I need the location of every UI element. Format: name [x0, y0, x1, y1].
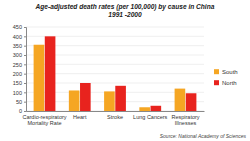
tick-label: 400: [13, 34, 22, 40]
x-axis: Cardio-respiratoryMortality Rate Heart Str…: [22, 111, 204, 126]
y-axis: 050100150200250300350400450: [13, 24, 27, 114]
tick-label: 450: [13, 24, 22, 30]
legend-swatch: [214, 80, 219, 85]
y-tick: 400: [13, 34, 26, 40]
bar: [34, 45, 45, 111]
tick-mark: [24, 64, 26, 65]
y-tick: 250: [13, 62, 26, 68]
tick-label: 150: [13, 80, 22, 86]
legend: South North: [214, 69, 238, 86]
y-tick: 150: [13, 80, 26, 86]
bar: [69, 90, 80, 111]
bar: [139, 107, 150, 111]
legend-label: North: [222, 80, 237, 86]
y-tick: 200: [13, 71, 26, 77]
legend-item: South: [214, 69, 238, 75]
grid: [26, 27, 204, 111]
y-tick: 50: [16, 99, 26, 105]
x-tick: RespiratoryIllnesses: [171, 111, 199, 126]
tick-label: 200: [13, 71, 22, 77]
tick-mark: [24, 92, 26, 93]
tick-label: 50: [16, 99, 22, 105]
tick-label: 350: [13, 43, 22, 49]
background: [0, 0, 250, 141]
y-tick: 350: [13, 43, 26, 49]
x-tick: Stroke: [107, 111, 123, 120]
bar: [175, 89, 186, 111]
x-tick: Cardio-respiratoryMortality Rate: [22, 111, 66, 126]
tick-label: Heart: [73, 114, 87, 120]
bar: [80, 83, 91, 111]
tick-mark: [24, 83, 26, 84]
tick-label: Lung Cancers: [133, 114, 167, 120]
x-axis-line: [27, 111, 205, 112]
tick-mark: [24, 46, 26, 47]
tick-mark: [24, 74, 26, 75]
bar: [115, 86, 126, 111]
tick-mark: [24, 55, 26, 56]
series: [34, 45, 186, 111]
y-tick: 450: [13, 24, 26, 30]
tick-mark: [24, 102, 26, 103]
tick-mark: [24, 111, 26, 112]
bars: [34, 36, 197, 111]
tick-label: Stroke: [107, 114, 123, 120]
y-tick: 300: [13, 52, 26, 58]
title: Age-adjusted death rates (per 100,000) b…: [35, 3, 215, 18]
legend-item: North: [214, 80, 237, 86]
legend-label: South: [222, 69, 238, 75]
bar: [151, 106, 162, 111]
tick-label: 100: [13, 90, 22, 96]
x-tick: Heart: [73, 111, 87, 120]
tick-label: 250: [13, 62, 22, 68]
tick-label: 300: [13, 52, 22, 58]
tick-label: RespiratoryIllnesses: [171, 114, 199, 127]
series: [45, 36, 197, 111]
bar: [104, 91, 115, 111]
grid-line: [26, 27, 204, 28]
y-axis-line: [24, 28, 27, 112]
bar: [186, 93, 197, 111]
legend-swatch: [214, 69, 219, 74]
source: Source: National Academy of Sciences: [160, 133, 247, 139]
tick-mark: [24, 27, 26, 28]
bar: [45, 36, 56, 111]
tick-mark: [24, 36, 26, 37]
x-tick: Lung Cancers: [133, 111, 167, 120]
y-tick: 100: [13, 90, 26, 96]
tick-label: Cardio-respiratoryMortality Rate: [22, 114, 66, 127]
